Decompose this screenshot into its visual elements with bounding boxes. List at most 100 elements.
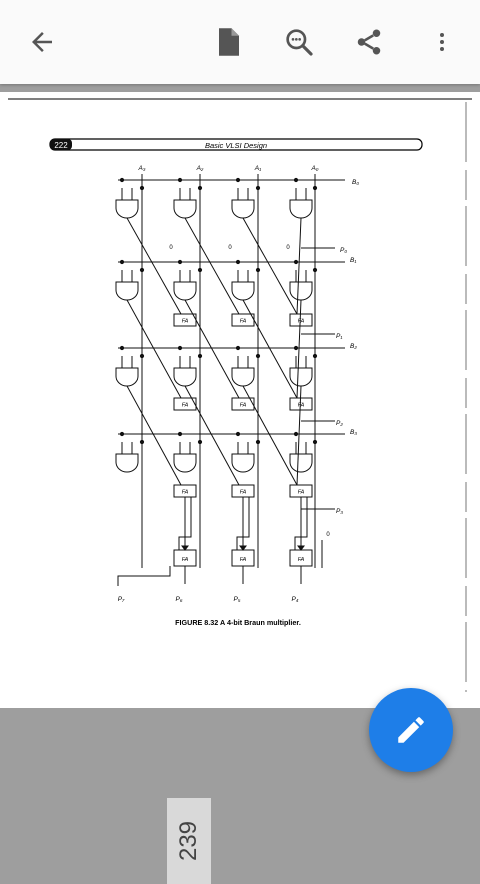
junction-dot xyxy=(177,431,183,437)
junction-dot xyxy=(197,439,203,445)
and-gate xyxy=(231,453,255,473)
fa-label: FA xyxy=(240,403,247,409)
junction-dot xyxy=(139,439,145,445)
input-arrow xyxy=(297,545,305,551)
fa-label: FA xyxy=(240,557,247,563)
edit-fab-button[interactable] xyxy=(369,688,453,772)
output-p7: P₇ xyxy=(118,596,125,603)
junction-dot xyxy=(255,353,261,359)
junction-dot xyxy=(255,267,261,273)
full-adder-box xyxy=(231,397,255,411)
junction-dot xyxy=(312,267,318,273)
share-button[interactable] xyxy=(347,20,391,64)
zero-input-1: 0 xyxy=(169,245,173,251)
junction-dot xyxy=(139,353,145,359)
junction-dot xyxy=(177,345,183,351)
junction-dot xyxy=(177,259,183,265)
junction-dot xyxy=(293,431,299,437)
carry-diagonal xyxy=(296,299,302,399)
fa-label: FA xyxy=(240,319,247,325)
input-a2: A₂ xyxy=(196,165,204,172)
and-gate xyxy=(173,367,197,387)
search-icon xyxy=(286,29,313,56)
document-button[interactable] xyxy=(207,20,251,64)
zero-input-2: 0 xyxy=(228,245,232,251)
input-a1: A₁ xyxy=(254,165,261,172)
junction-dot xyxy=(197,267,203,273)
fa-label: FA xyxy=(182,557,189,563)
carry-diagonal xyxy=(184,385,240,486)
book-title: Basic VLSI Design xyxy=(205,141,267,150)
document-page[interactable]: 222 Basic VLSI Design A₃ A₂ A₁ A₀ B₀ B₁ … xyxy=(0,92,480,708)
search-button[interactable] xyxy=(277,20,321,64)
figure-caption: FIGURE 8.32 A 4-bit Braun multiplier. xyxy=(175,618,301,627)
output-p2: P₂ xyxy=(336,420,343,427)
app-toolbar xyxy=(0,0,480,84)
junction-dot xyxy=(119,345,125,351)
and-gate xyxy=(289,453,313,473)
input-arrow xyxy=(239,545,247,551)
scanned-page: 222 Basic VLSI Design A₃ A₂ A₁ A₀ B₀ B₁ … xyxy=(8,98,472,692)
carry-diagonal xyxy=(242,385,298,486)
fa-label: FA xyxy=(182,403,189,409)
junction-dot xyxy=(255,185,261,191)
and-gate xyxy=(231,281,255,301)
output-p0: P₀ xyxy=(340,247,347,254)
junction-dot xyxy=(235,345,241,351)
carry-diagonal xyxy=(242,217,298,315)
junction-dot xyxy=(235,177,241,183)
fa-label: FA xyxy=(298,319,305,325)
input-b0: B₀ xyxy=(352,179,359,186)
input-b1: B₁ xyxy=(350,257,356,264)
output-p4: P₄ xyxy=(292,596,299,603)
document-viewer[interactable]: 222 Basic VLSI Design A₃ A₂ A₁ A₀ B₀ B₁ … xyxy=(0,84,480,884)
junction-dot xyxy=(235,431,241,437)
and-gate xyxy=(231,199,255,219)
and-gate xyxy=(173,281,197,301)
output-p6: P₆ xyxy=(176,596,183,603)
zero-input-final: 0 xyxy=(326,532,330,538)
junction-dot xyxy=(139,267,145,273)
page-number-header: 222 xyxy=(54,141,68,150)
arrow-left-icon xyxy=(32,32,52,52)
fa-label: FA xyxy=(182,490,189,496)
zero-input-3: 0 xyxy=(286,245,290,251)
carry-diagonal xyxy=(296,385,302,486)
more-vert-icon xyxy=(440,33,444,51)
input-a3: A₃ xyxy=(138,165,146,172)
current-page-number: 239 xyxy=(174,820,202,862)
page-number-indicator: 239 xyxy=(167,798,211,884)
and-gate xyxy=(231,367,255,387)
and-gate xyxy=(289,199,313,219)
input-a0: A₀ xyxy=(310,165,318,172)
carry-diagonal xyxy=(184,217,240,315)
input-arrow xyxy=(181,545,189,551)
document-icon xyxy=(219,28,239,56)
and-gate xyxy=(289,367,313,387)
input-b3: B₃ xyxy=(350,429,357,436)
output-p1: P₁ xyxy=(336,333,342,340)
carry-diagonal xyxy=(126,385,182,486)
fa-label: FA xyxy=(298,403,305,409)
and-gate xyxy=(115,367,139,387)
junction-dot xyxy=(177,177,183,183)
junction-dot xyxy=(119,431,125,437)
junction-dot xyxy=(119,259,125,265)
output-p3: P₃ xyxy=(336,508,343,515)
carry-diagonal xyxy=(184,299,240,399)
junction-dot xyxy=(197,185,203,191)
page-number-box xyxy=(50,139,72,150)
more-options-button[interactable] xyxy=(420,20,464,64)
back-button[interactable] xyxy=(20,20,64,64)
final-connection xyxy=(178,497,192,550)
and-gate xyxy=(115,281,139,301)
junction-dot xyxy=(235,259,241,265)
input-b2: B₂ xyxy=(350,343,357,350)
junction-dot xyxy=(293,345,299,351)
and-gate xyxy=(173,199,197,219)
carry-diagonal xyxy=(242,299,298,399)
full-adder-box xyxy=(173,397,197,411)
final-connection xyxy=(294,497,308,550)
carry-diagonal xyxy=(296,217,302,315)
fa-label: FA xyxy=(298,490,305,496)
